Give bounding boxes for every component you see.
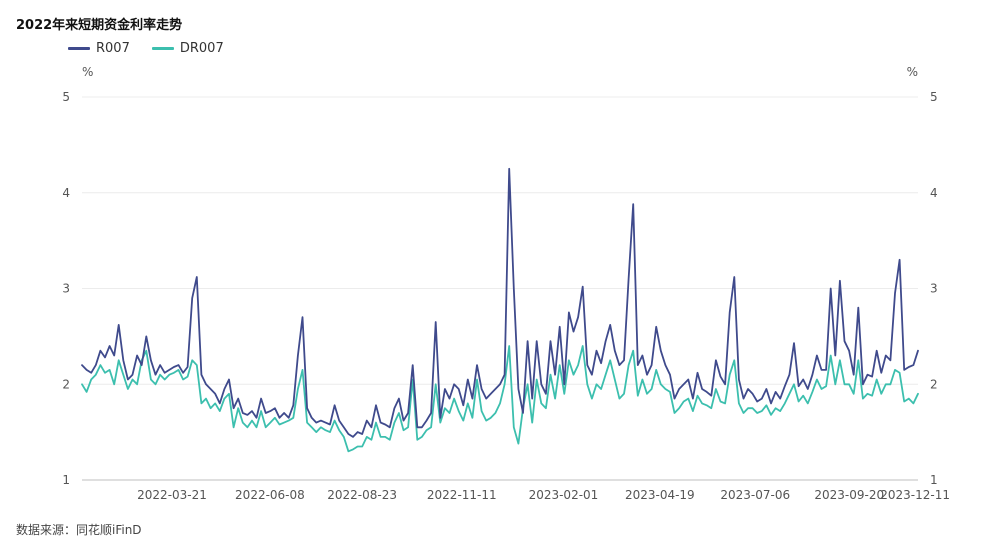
y-right-unit: % xyxy=(907,65,918,79)
y-left-tick-label: 3 xyxy=(62,282,70,296)
legend-label-dr007: DR007 xyxy=(179,41,224,56)
y-right-tick-label: 5 xyxy=(930,90,938,104)
x-tick-label: 2023-09-20 xyxy=(814,488,884,502)
y-left-tick-label: 4 xyxy=(62,186,70,200)
legend-swatch-dr007 xyxy=(151,47,174,50)
y-left-tick-label: 5 xyxy=(62,90,70,104)
y-axis-right: 1 2 3 4 5% xyxy=(907,65,938,487)
legend-swatch-r007 xyxy=(68,47,90,50)
x-tick-label: 2023-12-11 xyxy=(880,488,950,502)
grid-lines xyxy=(82,96,918,481)
y-right-tick-label: 3 xyxy=(930,282,938,296)
chart-title: 2022年来短期资金利率走势 xyxy=(16,18,183,33)
legend-item-r007[interactable]: R007 xyxy=(68,41,130,56)
y-left-unit: % xyxy=(82,65,93,79)
legend: R007 DR007 xyxy=(68,41,224,56)
y-right-tick-label: 2 xyxy=(930,377,938,391)
x-tick-label: 2022-11-11 xyxy=(427,488,497,502)
series-line-dr007 xyxy=(81,345,919,453)
x-tick-label: 2023-07-06 xyxy=(720,488,790,502)
x-tick-label: 2023-02-01 xyxy=(529,488,599,502)
x-tick-label: 2022-06-08 xyxy=(235,488,305,502)
x-tick-label: 2022-03-21 xyxy=(137,488,207,502)
source-note: 数据来源：同花顺iFinD xyxy=(16,523,142,537)
x-axis: 2022-03-21 2022-06-08 2022-08-23 2022-11-11… xyxy=(137,488,950,502)
x-tick-label: 2022-08-23 xyxy=(327,488,397,502)
legend-label-r007: R007 xyxy=(96,41,130,56)
y-left-tick-label: 2 xyxy=(62,377,70,391)
series-lines xyxy=(81,167,919,453)
y-axis-left: 1 2 3 4 5% xyxy=(62,65,93,487)
y-right-tick-label: 1 xyxy=(930,473,938,487)
y-left-tick-label: 1 xyxy=(62,473,70,487)
series-line-r007 xyxy=(81,167,919,438)
y-right-tick-label: 4 xyxy=(930,186,938,200)
legend-item-dr007[interactable]: DR007 xyxy=(151,41,224,56)
x-tick-label: 2023-04-19 xyxy=(625,488,695,502)
